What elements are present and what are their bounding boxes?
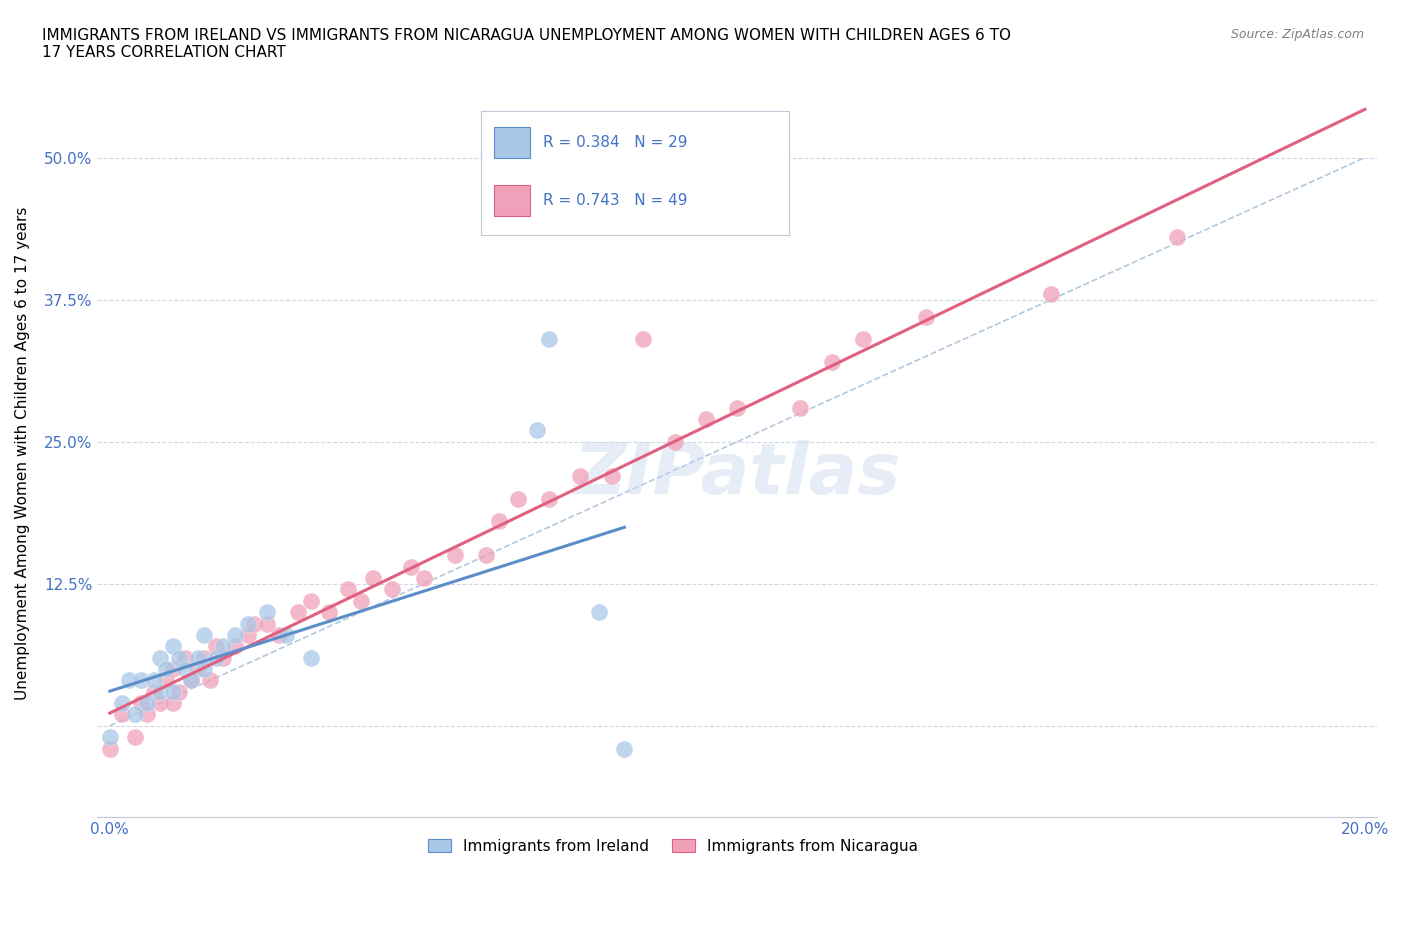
Point xyxy=(211,639,233,654)
Point xyxy=(224,628,246,643)
Point xyxy=(117,673,139,688)
Point xyxy=(588,604,610,619)
Point xyxy=(162,639,184,654)
Point xyxy=(399,559,422,574)
Point xyxy=(412,571,434,586)
Point xyxy=(789,400,811,415)
Point xyxy=(174,661,197,676)
Text: ZIPatlas: ZIPatlas xyxy=(574,441,901,510)
Point xyxy=(167,684,190,699)
Point xyxy=(211,650,233,665)
Point xyxy=(820,354,842,369)
Point xyxy=(236,628,259,643)
Point xyxy=(444,548,467,563)
Point xyxy=(1040,286,1063,301)
Point xyxy=(155,661,177,676)
Point xyxy=(318,604,340,619)
Text: Source: ZipAtlas.com: Source: ZipAtlas.com xyxy=(1230,28,1364,41)
Point xyxy=(136,707,159,722)
Point xyxy=(538,491,561,506)
Point xyxy=(695,411,717,426)
Point xyxy=(613,741,636,756)
Point xyxy=(129,696,152,711)
Point xyxy=(162,661,184,676)
Point xyxy=(180,673,202,688)
Point xyxy=(299,593,322,608)
Point xyxy=(224,639,246,654)
Point xyxy=(174,650,197,665)
Point xyxy=(381,582,404,597)
Point xyxy=(299,650,322,665)
Point xyxy=(526,423,548,438)
Point xyxy=(852,332,875,347)
Point xyxy=(149,684,172,699)
Point xyxy=(205,639,228,654)
Point xyxy=(111,696,134,711)
Point xyxy=(162,696,184,711)
Point xyxy=(124,707,146,722)
Legend: Immigrants from Ireland, Immigrants from Nicaragua: Immigrants from Ireland, Immigrants from… xyxy=(422,832,925,860)
Point xyxy=(98,730,121,745)
Point xyxy=(236,616,259,631)
Point xyxy=(129,673,152,688)
Point xyxy=(488,513,510,528)
Point xyxy=(142,673,165,688)
Point xyxy=(363,571,385,586)
Point xyxy=(1166,230,1188,245)
Y-axis label: Unemployment Among Women with Children Ages 6 to 17 years: Unemployment Among Women with Children A… xyxy=(15,206,30,699)
Point xyxy=(664,434,686,449)
Point xyxy=(124,730,146,745)
Point xyxy=(193,628,215,643)
Point xyxy=(506,491,529,506)
Point xyxy=(256,604,278,619)
Point xyxy=(914,310,936,325)
Point xyxy=(256,616,278,631)
Point xyxy=(205,650,228,665)
Point xyxy=(243,616,266,631)
Point xyxy=(600,469,623,484)
Point xyxy=(274,628,297,643)
Point xyxy=(193,661,215,676)
Point xyxy=(162,684,184,699)
Point xyxy=(149,650,172,665)
Point xyxy=(569,469,592,484)
Point xyxy=(287,604,309,619)
Point xyxy=(350,593,373,608)
Point xyxy=(337,582,360,597)
Point xyxy=(142,684,165,699)
Point xyxy=(111,707,134,722)
Point xyxy=(200,673,222,688)
Point xyxy=(187,661,209,676)
Point xyxy=(475,548,498,563)
Point xyxy=(98,741,121,756)
Point xyxy=(180,673,202,688)
Point xyxy=(193,650,215,665)
Point xyxy=(725,400,748,415)
Point xyxy=(155,673,177,688)
Point xyxy=(136,696,159,711)
Point xyxy=(269,628,291,643)
Point xyxy=(631,332,654,347)
Point xyxy=(149,696,172,711)
Point xyxy=(538,332,561,347)
Text: IMMIGRANTS FROM IRELAND VS IMMIGRANTS FROM NICARAGUA UNEMPLOYMENT AMONG WOMEN WI: IMMIGRANTS FROM IRELAND VS IMMIGRANTS FR… xyxy=(42,28,1011,60)
Point xyxy=(187,650,209,665)
Point xyxy=(167,650,190,665)
